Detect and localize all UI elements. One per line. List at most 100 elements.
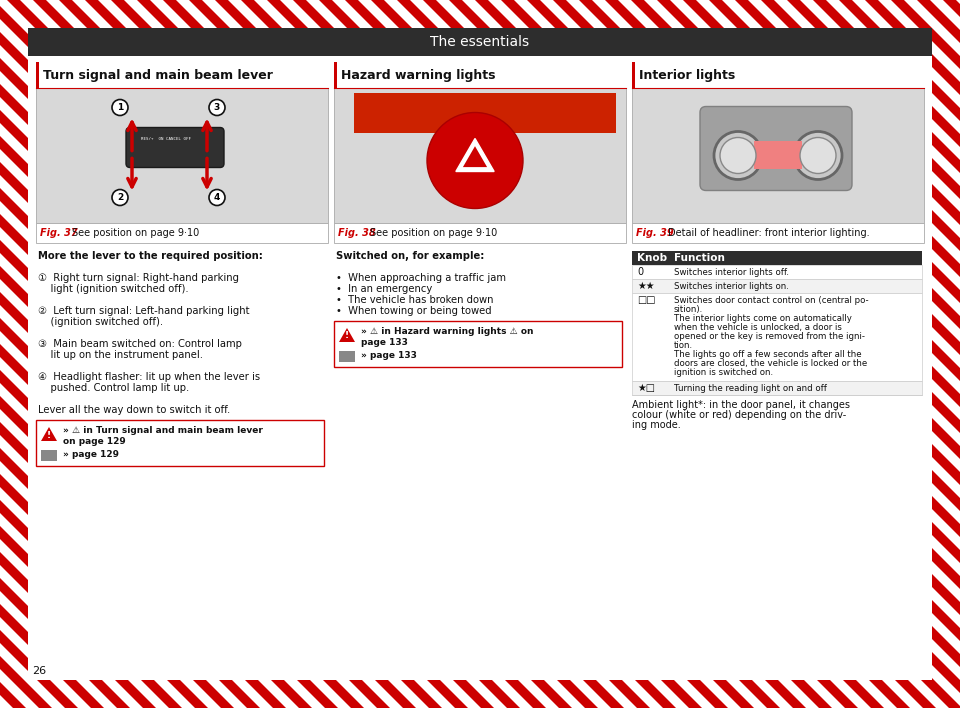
Polygon shape bbox=[456, 139, 494, 171]
Polygon shape bbox=[280, 0, 960, 708]
Polygon shape bbox=[0, 0, 637, 708]
Polygon shape bbox=[670, 0, 960, 708]
Text: Turning the reading light on and off: Turning the reading light on and off bbox=[674, 384, 827, 393]
Text: Fig. 37: Fig. 37 bbox=[40, 228, 78, 238]
Bar bbox=[354, 93, 616, 133]
Circle shape bbox=[714, 132, 762, 180]
Polygon shape bbox=[0, 0, 481, 708]
Polygon shape bbox=[0, 0, 299, 708]
Text: 1: 1 bbox=[117, 103, 123, 112]
Bar bbox=[632, 251, 922, 265]
Text: ③  Main beam switched on: Control lamp: ③ Main beam switched on: Control lamp bbox=[38, 339, 242, 349]
Polygon shape bbox=[358, 0, 960, 708]
Polygon shape bbox=[0, 0, 65, 708]
Text: See position on page 9·10: See position on page 9·10 bbox=[72, 228, 200, 238]
Text: 26: 26 bbox=[32, 666, 46, 676]
Bar bbox=[334, 88, 626, 223]
Polygon shape bbox=[332, 0, 960, 708]
FancyBboxPatch shape bbox=[700, 106, 852, 190]
Text: 2: 2 bbox=[117, 193, 123, 202]
Polygon shape bbox=[46, 0, 767, 708]
Bar bbox=[36, 223, 328, 243]
Circle shape bbox=[794, 132, 842, 180]
Text: Turn signal and main beam lever: Turn signal and main beam lever bbox=[43, 69, 273, 81]
Text: Fig. 39: Fig. 39 bbox=[636, 228, 674, 238]
Text: More the lever to the required position:: More the lever to the required position: bbox=[38, 251, 263, 261]
Bar bbox=[632, 293, 922, 381]
Polygon shape bbox=[0, 0, 507, 708]
Text: page 133: page 133 bbox=[361, 338, 408, 347]
Polygon shape bbox=[696, 0, 960, 708]
Bar bbox=[754, 140, 802, 169]
Circle shape bbox=[112, 190, 128, 205]
Text: ★□: ★□ bbox=[637, 383, 655, 393]
Text: on page 129: on page 129 bbox=[63, 437, 126, 446]
Text: •  In an emergency: • In an emergency bbox=[336, 284, 432, 294]
Polygon shape bbox=[878, 0, 960, 708]
Polygon shape bbox=[930, 0, 960, 708]
Polygon shape bbox=[462, 0, 960, 708]
Text: 3: 3 bbox=[214, 103, 220, 112]
Polygon shape bbox=[0, 0, 221, 708]
Text: The interior lights come on automatically: The interior lights come on automaticall… bbox=[674, 314, 852, 323]
Polygon shape bbox=[72, 0, 793, 708]
Bar bbox=[632, 265, 922, 279]
Text: lit up on the instrument panel.: lit up on the instrument panel. bbox=[38, 350, 203, 360]
Polygon shape bbox=[228, 0, 949, 708]
Polygon shape bbox=[0, 0, 611, 708]
Bar bbox=[339, 351, 355, 362]
Text: The lights go off a few seconds after all the: The lights go off a few seconds after al… bbox=[674, 350, 862, 359]
Bar bbox=[632, 279, 922, 293]
Text: (ignition switched off).: (ignition switched off). bbox=[38, 317, 163, 327]
Polygon shape bbox=[566, 0, 960, 708]
Text: Switched on, for example:: Switched on, for example: bbox=[336, 251, 485, 261]
Polygon shape bbox=[0, 0, 663, 708]
Bar bbox=[36, 62, 39, 88]
Text: » ⚠ in Hazard warning lights ⚠ on: » ⚠ in Hazard warning lights ⚠ on bbox=[361, 327, 534, 336]
Text: ②  Left turn signal: Left-hand parking light: ② Left turn signal: Left-hand parking li… bbox=[38, 306, 250, 316]
Bar bbox=[36, 420, 324, 466]
Text: •  When towing or being towed: • When towing or being towed bbox=[336, 306, 492, 316]
Text: The essentials: The essentials bbox=[430, 35, 530, 49]
Polygon shape bbox=[956, 0, 960, 708]
Bar bbox=[632, 88, 924, 223]
Polygon shape bbox=[0, 0, 689, 708]
Polygon shape bbox=[540, 0, 960, 708]
Polygon shape bbox=[202, 0, 923, 708]
Text: tion.: tion. bbox=[674, 341, 693, 350]
Text: sition).: sition). bbox=[674, 305, 704, 314]
Circle shape bbox=[720, 137, 756, 173]
Polygon shape bbox=[514, 0, 960, 708]
Polygon shape bbox=[20, 0, 741, 708]
Polygon shape bbox=[0, 0, 195, 708]
Text: Detail of headliner: front interior lighting.: Detail of headliner: front interior ligh… bbox=[668, 228, 870, 238]
Polygon shape bbox=[0, 0, 377, 708]
Polygon shape bbox=[0, 0, 455, 708]
Polygon shape bbox=[463, 146, 487, 167]
Bar bbox=[334, 62, 337, 88]
Polygon shape bbox=[98, 0, 819, 708]
Text: » page 133: » page 133 bbox=[361, 351, 417, 360]
Polygon shape bbox=[800, 0, 960, 708]
Text: ing mode.: ing mode. bbox=[632, 420, 681, 430]
FancyBboxPatch shape bbox=[126, 127, 224, 168]
Polygon shape bbox=[339, 328, 355, 342]
Text: RES/+  ON CANCEL OFF: RES/+ ON CANCEL OFF bbox=[141, 137, 191, 142]
Text: •  When approaching a traffic jam: • When approaching a traffic jam bbox=[336, 273, 506, 283]
Polygon shape bbox=[722, 0, 960, 708]
Text: Ambient light*: in the door panel, it changes: Ambient light*: in the door panel, it ch… bbox=[632, 400, 850, 410]
Circle shape bbox=[209, 100, 225, 115]
Polygon shape bbox=[592, 0, 960, 708]
Polygon shape bbox=[0, 0, 585, 708]
Text: light (ignition switched off).: light (ignition switched off). bbox=[38, 284, 188, 294]
Polygon shape bbox=[0, 0, 325, 708]
Polygon shape bbox=[644, 0, 960, 708]
Polygon shape bbox=[124, 0, 845, 708]
Text: Interior lights: Interior lights bbox=[639, 69, 735, 81]
Text: !: ! bbox=[47, 430, 51, 440]
Polygon shape bbox=[0, 0, 273, 708]
Text: Knob: Knob bbox=[637, 253, 667, 263]
Text: 0: 0 bbox=[637, 267, 643, 277]
Polygon shape bbox=[0, 0, 91, 708]
Polygon shape bbox=[0, 0, 559, 708]
